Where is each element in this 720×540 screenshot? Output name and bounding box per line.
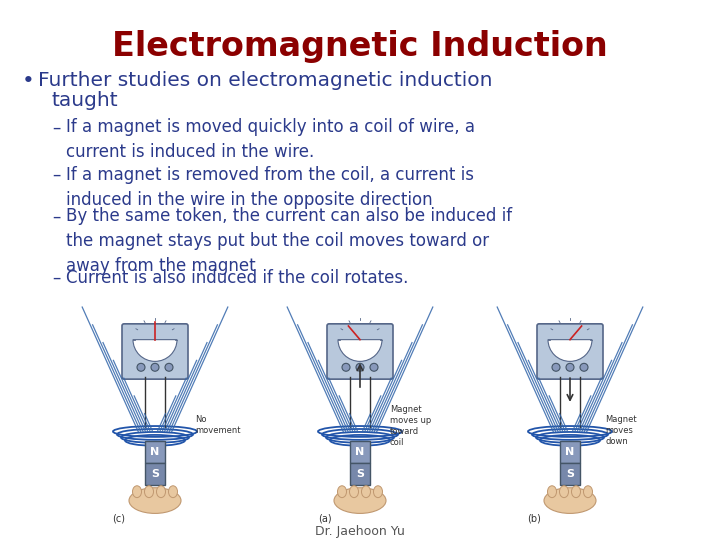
Circle shape — [370, 363, 378, 371]
Ellipse shape — [129, 488, 181, 514]
Circle shape — [566, 363, 574, 371]
FancyBboxPatch shape — [560, 463, 580, 485]
Text: S: S — [151, 469, 159, 479]
FancyBboxPatch shape — [145, 441, 165, 463]
Ellipse shape — [361, 486, 371, 498]
Circle shape — [356, 363, 364, 371]
Text: –: – — [52, 118, 60, 137]
Wedge shape — [133, 340, 177, 361]
Text: Electromagnetic Induction: Electromagnetic Induction — [112, 30, 608, 63]
Circle shape — [342, 363, 350, 371]
Text: (b): (b) — [527, 514, 541, 523]
Ellipse shape — [132, 486, 142, 498]
Ellipse shape — [374, 486, 382, 498]
Text: If a magnet is moved quickly into a coil of wire, a
current is induced in the wi: If a magnet is moved quickly into a coil… — [66, 118, 475, 161]
Ellipse shape — [168, 486, 178, 498]
FancyBboxPatch shape — [350, 463, 370, 485]
Wedge shape — [548, 340, 592, 361]
FancyBboxPatch shape — [122, 324, 188, 379]
Text: Current is also induced if the coil rotates.: Current is also induced if the coil rota… — [66, 268, 408, 287]
Circle shape — [552, 363, 560, 371]
Ellipse shape — [572, 486, 580, 498]
Circle shape — [580, 363, 588, 371]
Text: By the same token, the current can also be induced if
the magnet stays put but t: By the same token, the current can also … — [66, 207, 512, 275]
Ellipse shape — [338, 486, 346, 498]
Text: Dr. Jaehoon Yu: Dr. Jaehoon Yu — [315, 525, 405, 538]
Ellipse shape — [145, 486, 153, 498]
Ellipse shape — [559, 486, 569, 498]
Ellipse shape — [547, 486, 557, 498]
Ellipse shape — [334, 488, 386, 514]
Ellipse shape — [349, 486, 359, 498]
FancyBboxPatch shape — [537, 324, 603, 379]
Text: taught: taught — [52, 91, 119, 110]
Text: If a magnet is removed from the coil, a current is
induced in the wire in the op: If a magnet is removed from the coil, a … — [66, 166, 474, 209]
Text: •: • — [22, 71, 35, 91]
Text: (a): (a) — [318, 514, 332, 523]
Text: S: S — [566, 469, 574, 479]
Text: S: S — [356, 469, 364, 479]
FancyBboxPatch shape — [560, 441, 580, 463]
Text: (c): (c) — [112, 514, 125, 523]
Text: N: N — [565, 447, 575, 457]
FancyBboxPatch shape — [350, 441, 370, 463]
FancyBboxPatch shape — [327, 324, 393, 379]
Text: –: – — [52, 166, 60, 184]
Circle shape — [151, 363, 159, 371]
Text: –: – — [52, 268, 60, 287]
Text: Magnet
moves up
toward
coil: Magnet moves up toward coil — [390, 405, 431, 447]
Text: N: N — [150, 447, 160, 457]
Text: –: – — [52, 207, 60, 225]
Text: Further studies on electromagnetic induction: Further studies on electromagnetic induc… — [38, 71, 492, 90]
FancyBboxPatch shape — [145, 463, 165, 485]
Text: Magnet
moves
down: Magnet moves down — [605, 415, 636, 446]
Text: N: N — [356, 447, 364, 457]
Ellipse shape — [544, 488, 596, 514]
Ellipse shape — [156, 486, 166, 498]
Wedge shape — [338, 340, 382, 361]
Ellipse shape — [583, 486, 593, 498]
Text: No
movement: No movement — [195, 415, 240, 435]
Circle shape — [137, 363, 145, 371]
Circle shape — [165, 363, 173, 371]
